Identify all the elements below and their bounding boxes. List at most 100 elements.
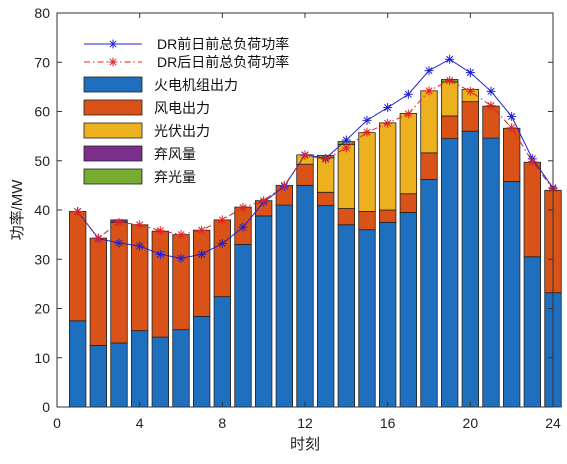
bar-2-x4 [130, 224, 149, 332]
marker-2-x15 [362, 127, 372, 137]
bar-1-x20 [461, 130, 480, 408]
bar-1-x11 [275, 204, 294, 408]
marker-1-x21 [486, 86, 496, 96]
marker-2-x18 [424, 86, 434, 96]
marker-2-x22 [507, 123, 517, 133]
y-tick-label-0: 0 [42, 399, 50, 415]
y-tick-label-30: 30 [34, 251, 50, 267]
legend-swatch-1 [83, 76, 143, 93]
marker-1-x15 [362, 115, 372, 125]
bar-1-x3 [110, 342, 128, 408]
bar-2-x18 [420, 152, 438, 180]
bar-3-x19 [440, 81, 459, 117]
line-layer [73, 54, 558, 263]
marker-2-x20 [465, 86, 475, 96]
bar-1-x15 [358, 229, 376, 408]
marker-2-x7 [197, 225, 207, 235]
bar-2-x16 [378, 209, 397, 223]
bar-1-x6 [172, 329, 190, 408]
bar-1-x9 [234, 244, 252, 408]
bar-1-x1 [69, 320, 87, 408]
bar-2-x15 [358, 211, 376, 231]
x-tick-label-20: 20 [463, 415, 479, 431]
bar-1-x22 [502, 181, 521, 408]
bar-2-x14 [337, 208, 356, 226]
marker-2-x13 [321, 154, 331, 164]
x-tick-label-24: 24 [545, 415, 561, 431]
bar-2-x2 [89, 237, 107, 346]
marker-1-x8 [217, 238, 227, 248]
bar-3-x14 [337, 144, 356, 209]
bar-1-x23 [523, 256, 541, 408]
legend-swatch-5 [83, 168, 143, 185]
marker-1-x7 [197, 249, 207, 259]
bar-1-x18 [420, 179, 438, 408]
axis-ticks: 0 4 8 12 16 20 24 0 10 20 30 40 50 60 70 80 [34, 5, 561, 431]
legend-marker-1 [108, 39, 118, 49]
y-tick-label-60: 60 [34, 104, 50, 120]
marker-2-x5 [155, 226, 165, 236]
y-tick-label-40: 40 [34, 202, 50, 218]
marker-1-x20 [465, 68, 475, 78]
x-tick-label-12: 12 [297, 415, 313, 431]
y-tick-label-50: 50 [34, 153, 50, 169]
bar-2-x1 [69, 211, 87, 322]
y-tick-label-20: 20 [34, 301, 50, 317]
bar-1-x2 [89, 345, 107, 408]
bar-1-x4 [130, 330, 149, 408]
legend-swatch-4 [83, 145, 143, 162]
marker-1-x17 [403, 89, 413, 99]
bar-1-x16 [378, 221, 397, 408]
legend-label-bar-5: 弃光量 [154, 169, 196, 185]
y-tick-label-80: 80 [34, 5, 50, 21]
bar-2-x12 [296, 163, 314, 186]
y-tick-label-70: 70 [34, 54, 50, 70]
bar-1-x13 [316, 205, 335, 408]
marker-2-x23 [527, 157, 537, 167]
bar-3-x18 [420, 90, 438, 154]
bar-3-x17 [399, 113, 418, 195]
marker-1-x6 [176, 253, 186, 263]
bar-2-x23 [523, 161, 541, 258]
marker-1-x16 [383, 103, 393, 113]
marker-2-x2 [93, 233, 103, 243]
bar-2-x22 [502, 127, 521, 182]
bar-2-x7 [192, 229, 211, 317]
marker-2-x9 [238, 203, 248, 213]
bar-1-x14 [337, 224, 356, 408]
bar-1-x8 [213, 296, 231, 408]
marker-1-x3 [114, 238, 124, 248]
legend-swatch-2 [83, 99, 143, 116]
marker-2-x11 [279, 180, 289, 190]
marker-1-x18 [424, 66, 434, 76]
legend-label-bar-1: 火电机组出力 [154, 77, 238, 93]
marker-2-x19 [445, 75, 455, 85]
bar-3-x16 [378, 122, 397, 211]
marker-2-x12 [300, 150, 310, 160]
y-tick-label-10: 10 [34, 350, 50, 366]
marker-2-x16 [383, 118, 393, 128]
marker-1-x9 [238, 222, 248, 232]
bar-2-x8 [213, 219, 231, 298]
x-tick-label-16: 16 [380, 415, 396, 431]
bar-1-x5 [151, 336, 169, 408]
line-series-1 [77, 58, 554, 259]
marker-1-x19 [445, 54, 455, 64]
bar-2-x21 [482, 105, 500, 139]
legend-label-bar-4: 弃风量 [154, 146, 196, 162]
marker-2-x3 [114, 217, 124, 227]
marker-2-x4 [135, 220, 145, 230]
marker-1-x4 [135, 241, 145, 251]
marker-2-x10 [259, 196, 269, 206]
bar-1-x7 [192, 315, 211, 408]
bar-1-x10 [254, 215, 273, 408]
x-tick-label-0: 0 [53, 415, 61, 431]
legend-label-line-2: DR后日前总负荷功率 [157, 54, 289, 70]
bar-2-x5 [151, 230, 169, 338]
marker-1-x5 [155, 249, 165, 259]
marker-2-x1 [73, 206, 83, 216]
bar-2-x6 [172, 234, 190, 331]
bar-1-x17 [399, 212, 418, 408]
